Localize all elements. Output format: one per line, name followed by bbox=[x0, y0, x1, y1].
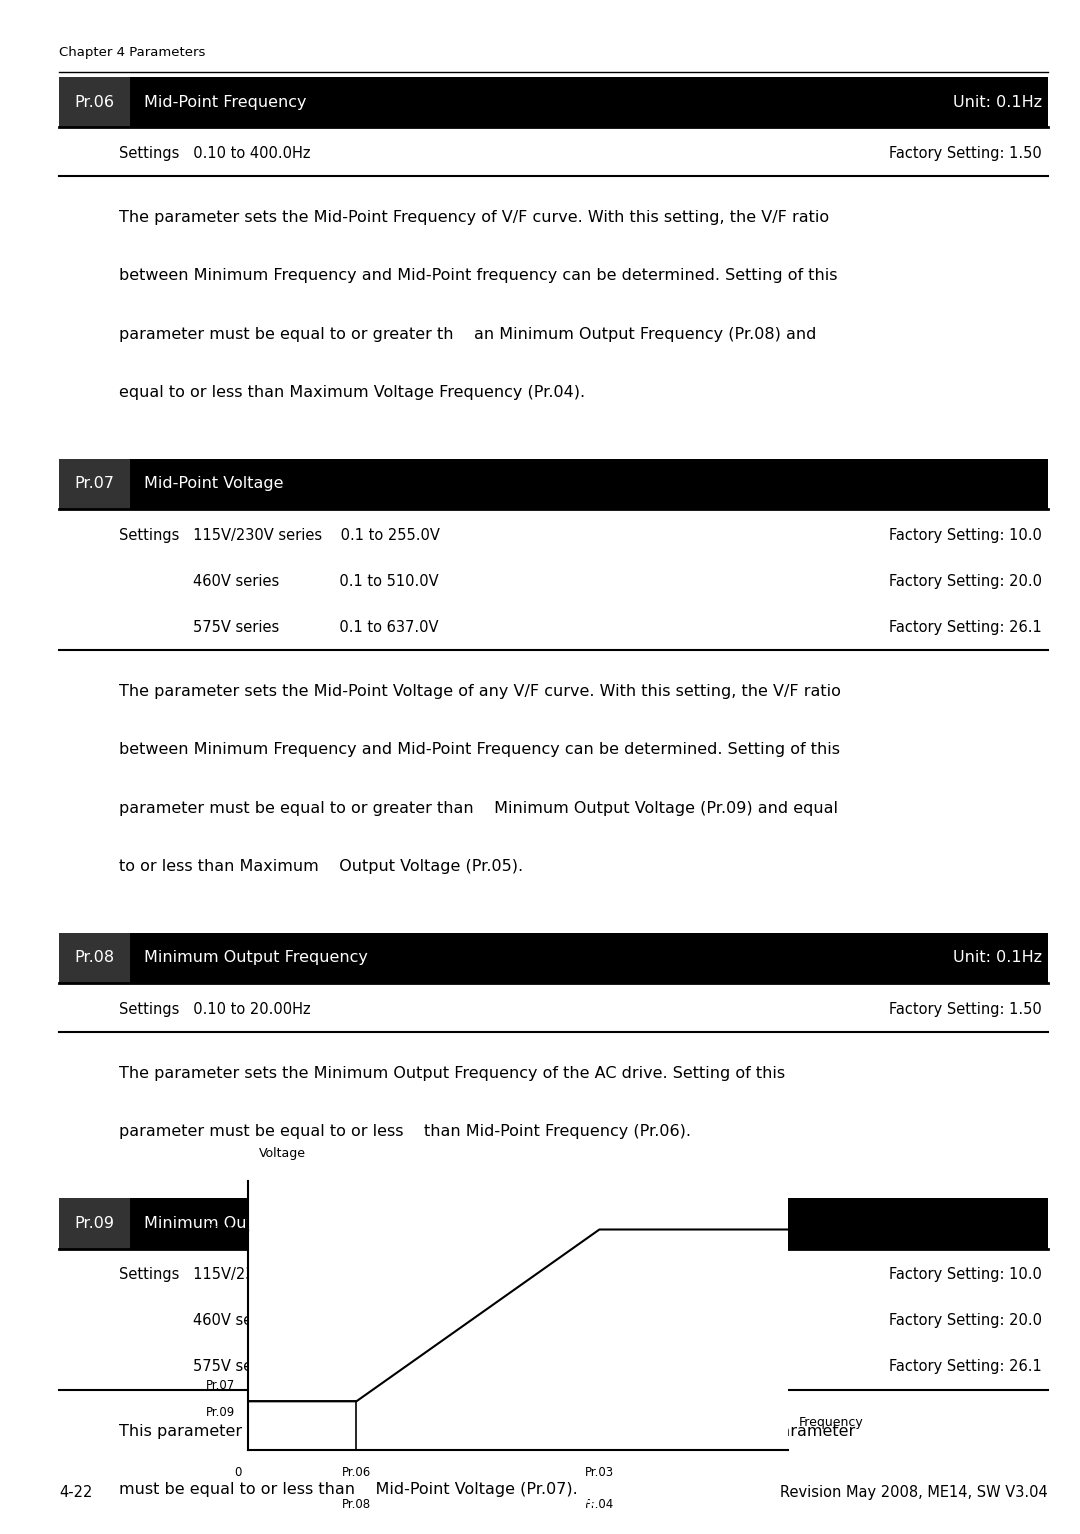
Text: Pr.07: Pr.07 bbox=[75, 477, 114, 491]
Text: Revision May 2008, ME14, SW V3.04: Revision May 2008, ME14, SW V3.04 bbox=[780, 1485, 1048, 1500]
Text: Unit: 0.1Hz: Unit: 0.1Hz bbox=[953, 95, 1042, 109]
Text: Settings   115V/230V series    0.1 to 255.0V: Settings 115V/230V series 0.1 to 255.0V bbox=[119, 1267, 440, 1282]
Text: 575V series             0.1 to 637.0V: 575V series 0.1 to 637.0V bbox=[119, 620, 438, 635]
Text: Pr.04: Pr.04 bbox=[584, 1497, 615, 1511]
Text: between Minimum Frequency and Mid-Point Frequency can be determined. Setting of : between Minimum Frequency and Mid-Point … bbox=[119, 742, 840, 758]
Text: Voltage: Voltage bbox=[259, 1147, 307, 1160]
Text: 460V series             0.1 to 510.0V: 460V series 0.1 to 510.0V bbox=[119, 574, 438, 589]
Text: must be equal to or less than    Mid-Point Voltage (Pr.07).: must be equal to or less than Mid-Point … bbox=[119, 1482, 578, 1497]
Text: Mid-Point Voltage: Mid-Point Voltage bbox=[144, 477, 283, 491]
Text: Settings   0.10 to 20.00Hz: Settings 0.10 to 20.00Hz bbox=[119, 1002, 310, 1017]
Text: Unit: 0.1Hz: Unit: 0.1Hz bbox=[953, 951, 1042, 965]
FancyBboxPatch shape bbox=[59, 933, 130, 983]
FancyBboxPatch shape bbox=[59, 459, 130, 509]
Text: Pr.05: Pr.05 bbox=[206, 1223, 235, 1236]
Text: The parameter sets the Mid-Point Frequency of V/F curve. With this setting, the : The parameter sets the Mid-Point Frequen… bbox=[119, 210, 829, 225]
Text: Factory Setting: 1.50: Factory Setting: 1.50 bbox=[890, 1002, 1042, 1017]
Text: 575V series             0.1 to 637.0V: 575V series 0.1 to 637.0V bbox=[119, 1359, 438, 1374]
Text: Factory Setting: 10.0: Factory Setting: 10.0 bbox=[889, 1267, 1042, 1282]
FancyBboxPatch shape bbox=[59, 1198, 130, 1249]
Text: 0: 0 bbox=[234, 1467, 241, 1479]
Text: to or less than Maximum    Output Voltage (Pr.05).: to or less than Maximum Output Voltage (… bbox=[119, 859, 523, 874]
Text: Pr.08: Pr.08 bbox=[342, 1497, 370, 1511]
Text: Pr.06: Pr.06 bbox=[341, 1467, 372, 1479]
Text: Standard V/F Curve: Standard V/F Curve bbox=[437, 1494, 599, 1508]
Text: Settings   115V/230V series    0.1 to 255.0V: Settings 115V/230V series 0.1 to 255.0V bbox=[119, 528, 440, 543]
Text: Factory Setting: 20.0: Factory Setting: 20.0 bbox=[889, 1313, 1042, 1328]
Text: equal to or less than Maximum Voltage Frequency (Pr.04).: equal to or less than Maximum Voltage Fr… bbox=[119, 385, 585, 400]
Text: Factory Setting: 26.1: Factory Setting: 26.1 bbox=[890, 1359, 1042, 1374]
Text: Chapter 4 Parameters: Chapter 4 Parameters bbox=[59, 46, 206, 58]
Text: Factory Setting: 10.0: Factory Setting: 10.0 bbox=[889, 528, 1042, 543]
Text: Factory Setting: 1.50: Factory Setting: 1.50 bbox=[890, 146, 1042, 161]
Text: Minimum Output Voltage: Minimum Output Voltage bbox=[144, 1216, 345, 1230]
Text: Pr.07: Pr.07 bbox=[205, 1379, 235, 1391]
FancyBboxPatch shape bbox=[59, 933, 1048, 983]
Text: Settings   0.10 to 400.0Hz: Settings 0.10 to 400.0Hz bbox=[119, 146, 310, 161]
Text: Pr.03: Pr.03 bbox=[585, 1467, 613, 1479]
Text: Pr.09: Pr.09 bbox=[205, 1405, 235, 1419]
Text: Minimum Output Frequency: Minimum Output Frequency bbox=[144, 951, 367, 965]
Text: The parameter sets the Mid-Point Voltage of any V/F curve. With this setting, th: The parameter sets the Mid-Point Voltage… bbox=[119, 684, 840, 700]
Text: Factory Setting: 26.1: Factory Setting: 26.1 bbox=[890, 620, 1042, 635]
Text: between Minimum Frequency and Mid-Point frequency can be determined. Setting of : between Minimum Frequency and Mid-Point … bbox=[119, 268, 837, 284]
FancyBboxPatch shape bbox=[59, 77, 1048, 127]
Bar bbox=[248, 1402, 356, 1450]
Text: The parameter sets the Minimum Output Frequency of the AC drive. Setting of this: The parameter sets the Minimum Output Fr… bbox=[119, 1066, 785, 1081]
Text: Pr.09: Pr.09 bbox=[75, 1216, 114, 1230]
FancyBboxPatch shape bbox=[59, 1198, 1048, 1249]
Text: Pr.08: Pr.08 bbox=[75, 951, 114, 965]
Text: This parameter sets the Minimum Output Voltage of the AC drive. Setting of this : This parameter sets the Minimum Output V… bbox=[119, 1424, 855, 1439]
Text: Frequency: Frequency bbox=[799, 1416, 864, 1430]
Text: parameter must be equal to or greater than    Minimum Output Voltage (Pr.09) and: parameter must be equal to or greater th… bbox=[119, 801, 838, 816]
FancyBboxPatch shape bbox=[59, 77, 130, 127]
Text: Factory Setting: 20.0: Factory Setting: 20.0 bbox=[889, 574, 1042, 589]
Text: 460V series             0.1 to 510.0V: 460V series 0.1 to 510.0V bbox=[119, 1313, 438, 1328]
Text: Pr.06: Pr.06 bbox=[75, 95, 114, 109]
Text: parameter must be equal to or greater th    an Minimum Output Frequency (Pr.08) : parameter must be equal to or greater th… bbox=[119, 327, 816, 342]
FancyBboxPatch shape bbox=[59, 459, 1048, 509]
Text: 4-22: 4-22 bbox=[59, 1485, 93, 1500]
Text: parameter must be equal to or less    than Mid-Point Frequency (Pr.06).: parameter must be equal to or less than … bbox=[119, 1124, 691, 1140]
Text: Mid-Point Frequency: Mid-Point Frequency bbox=[144, 95, 306, 109]
